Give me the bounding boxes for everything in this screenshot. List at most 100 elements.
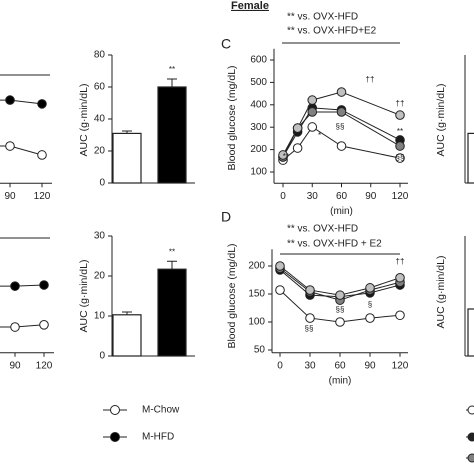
y-tick-label: 80: [94, 50, 106, 61]
x-tick-label: 0: [280, 191, 286, 202]
data-point: [336, 87, 347, 97]
data-point: [395, 153, 405, 163]
data-point: [365, 283, 375, 293]
figure-header: Female: [231, 0, 269, 12]
y-tick-label: 0: [99, 351, 105, 362]
annotation: §§: [336, 305, 345, 314]
x-axis-label: (min): [330, 206, 353, 217]
legend-marker: [110, 405, 120, 415]
bar: [112, 314, 142, 357]
annotation: ††: [396, 257, 405, 266]
annotation: §§: [305, 324, 314, 333]
data-point: [335, 317, 345, 327]
legend-marker: [110, 432, 120, 442]
bar: [467, 132, 474, 184]
annotation: ** vs. OVX-HFD: [287, 12, 358, 23]
data-point: [278, 150, 288, 160]
annotation: ††: [396, 99, 405, 108]
y-tick-label: 600: [250, 55, 267, 66]
y-axis-label: AUC (g·min/dL): [435, 256, 447, 329]
x-tick-label: 120: [36, 360, 53, 371]
x-tick-label: 120: [34, 191, 51, 202]
y-tick-label: 200: [250, 144, 267, 155]
data-point: [275, 261, 285, 271]
data-point: [336, 107, 347, 117]
legend-label: M-HFD: [142, 432, 174, 443]
bar: [467, 308, 474, 357]
y-tick-label: 100: [248, 317, 265, 328]
data-point: [292, 123, 303, 133]
data-point: [395, 141, 405, 151]
data-point: [395, 110, 405, 120]
y-tick-label: 0: [99, 178, 105, 189]
x-tick-label: 120: [392, 191, 409, 202]
y-tick-label: 100: [250, 167, 267, 178]
data-point: [10, 281, 20, 291]
data-point: [5, 141, 15, 151]
data-point: [395, 272, 405, 283]
y-tick-label: 20: [94, 146, 106, 157]
annotation: ** vs. OVX-HFD+E2: [287, 26, 377, 37]
annotation: §§: [336, 122, 345, 131]
series-line: [0, 324, 45, 328]
annotation: ** vs. OVX-HFD + E2: [287, 239, 382, 250]
y-tick-label: 150: [248, 289, 265, 300]
data-point: [37, 150, 47, 160]
data-point: [307, 107, 318, 117]
annotation: §: [368, 300, 372, 309]
data-point: [292, 143, 303, 153]
x-tick-label: 90: [364, 360, 376, 371]
y-axis-label: AUC (g·min/dL): [435, 84, 447, 157]
bar: [112, 132, 142, 184]
data-point: [307, 122, 318, 132]
series-line: [0, 284, 45, 287]
x-tick-label: 30: [304, 360, 316, 371]
annotation: **: [397, 127, 403, 136]
y-axis-label: AUC (g·min/dL): [78, 84, 90, 157]
annotation: **: [283, 152, 289, 161]
y-tick-label: 50: [254, 345, 266, 356]
data-point: [307, 95, 318, 105]
x-tick-label: 90: [9, 360, 21, 371]
error-bar: [167, 260, 177, 270]
data-point: [39, 280, 49, 290]
data-point: [5, 95, 15, 105]
y-tick-label: 300: [250, 122, 267, 133]
y-tick-label: 400: [250, 99, 267, 110]
y-tick-label: 200: [248, 261, 265, 272]
data-point: [37, 99, 47, 109]
legend-label: M-Chow: [142, 405, 180, 416]
y-tick-label: 20: [94, 271, 106, 282]
data-point: [335, 290, 345, 300]
error-bar: [167, 78, 177, 87]
annotation: ††: [366, 75, 375, 84]
data-point: [365, 313, 375, 323]
y-tick-label: 500: [250, 77, 267, 88]
x-axis-label: (min): [329, 375, 352, 386]
x-tick-label: 60: [336, 191, 348, 202]
x-tick-label: 90: [4, 191, 16, 202]
cropped-legend: [466, 405, 474, 463]
y-tick-label: 10: [94, 311, 106, 322]
annotation: ** vs. OVX-HFD: [287, 224, 358, 235]
annotation: *: [318, 131, 321, 140]
x-tick-label: 120: [392, 360, 409, 371]
y-axis-label: Blood glucose (mg/dL): [226, 243, 238, 348]
y-axis-label: AUC (g·min/dL): [78, 260, 90, 333]
data-point: [10, 322, 20, 332]
y-tick-label: 30: [94, 231, 106, 242]
x-tick-label: 90: [365, 191, 377, 202]
data-point: [336, 141, 347, 151]
annotation: §§: [396, 153, 405, 162]
data-point: [39, 320, 49, 330]
panel-label: D: [221, 209, 231, 225]
panel-label: C: [221, 36, 231, 52]
data-point: [305, 313, 315, 323]
y-tick-label: 40: [94, 114, 106, 125]
y-tick-label: 60: [94, 82, 106, 93]
bar: [157, 86, 187, 184]
bar: [157, 268, 187, 357]
x-tick-label: 0: [277, 360, 283, 371]
data-point: [395, 310, 405, 321]
